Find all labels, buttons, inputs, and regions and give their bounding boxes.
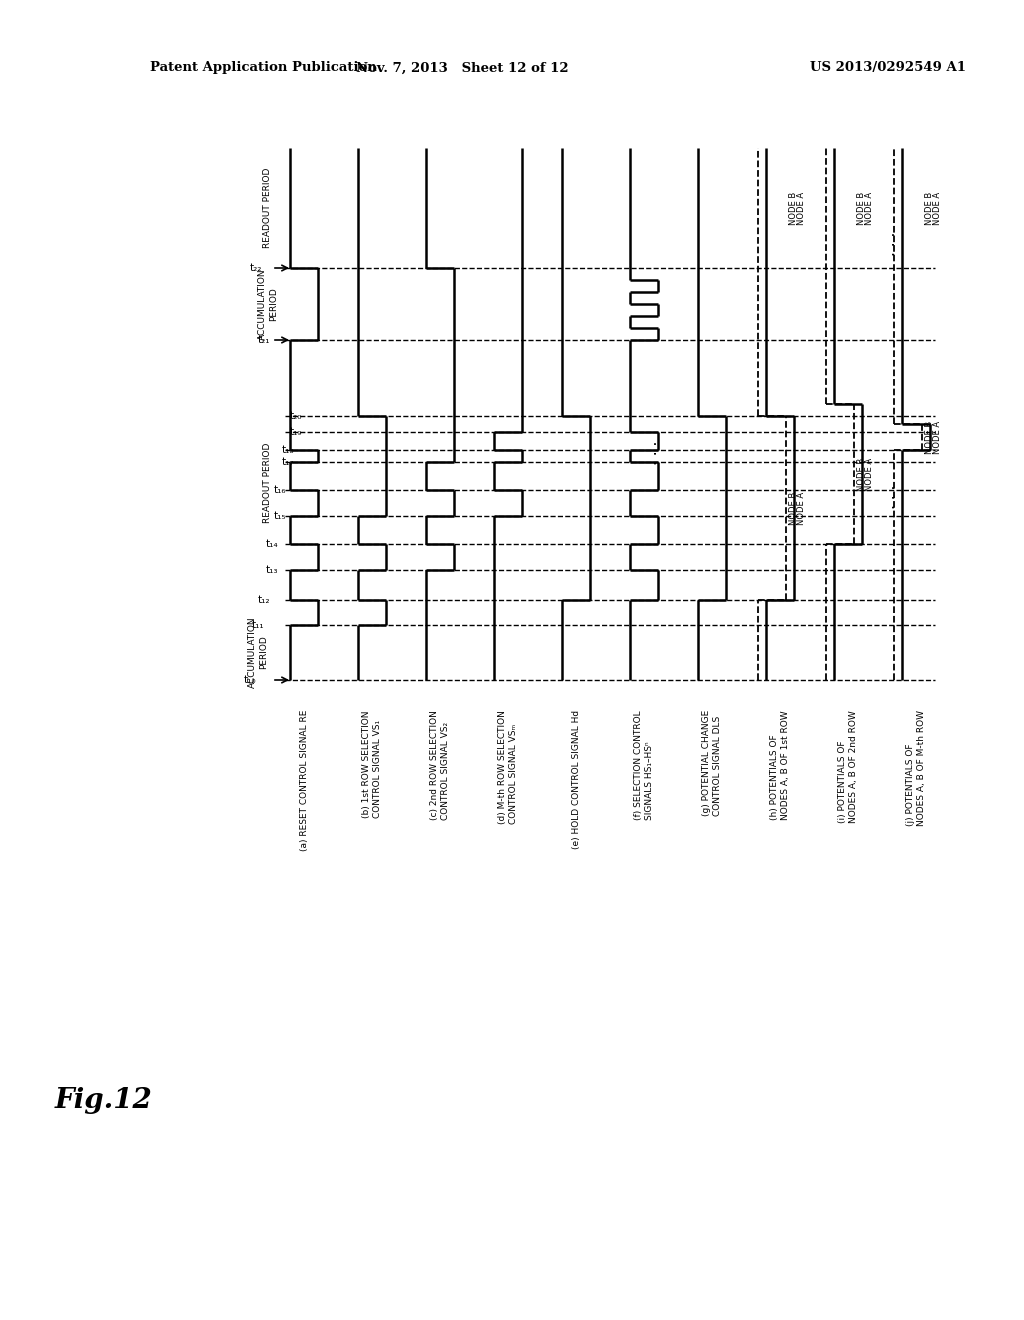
Text: t₁₂: t₁₂ bbox=[258, 595, 270, 605]
Text: t₁₁: t₁₁ bbox=[252, 620, 264, 630]
Text: (a) RESET CONTROL SIGNAL RE: (a) RESET CONTROL SIGNAL RE bbox=[299, 710, 308, 851]
Text: (e) HOLD CONTROL SIGNAL Hd: (e) HOLD CONTROL SIGNAL Hd bbox=[571, 710, 581, 849]
Text: t₁₆: t₁₆ bbox=[273, 484, 287, 495]
Text: (f) SELECTION CONTROL
SIGNALS HS₁–HSⁿ: (f) SELECTION CONTROL SIGNALS HS₁–HSⁿ bbox=[634, 710, 653, 820]
Text: NODE B: NODE B bbox=[857, 457, 866, 491]
Text: NODE B: NODE B bbox=[925, 420, 934, 454]
Text: t₁₀: t₁₀ bbox=[244, 675, 256, 685]
Text: NODE B: NODE B bbox=[790, 191, 798, 224]
Text: NODE A: NODE A bbox=[797, 191, 806, 224]
Text: t₂₀: t₂₀ bbox=[290, 411, 302, 421]
Text: ACCUMULATION
PERIOD: ACCUMULATION PERIOD bbox=[258, 268, 278, 339]
Text: NODE A: NODE A bbox=[933, 421, 942, 454]
Text: t₁₅: t₁₅ bbox=[273, 511, 287, 521]
Text: t₁₃: t₁₃ bbox=[266, 565, 279, 576]
Text: READOUT PERIOD: READOUT PERIOD bbox=[263, 442, 272, 523]
Text: · · ·: · · · bbox=[889, 484, 903, 510]
Text: ACCUMULATION
PERIOD: ACCUMULATION PERIOD bbox=[248, 616, 267, 688]
Text: (b) 1st ROW SELECTION
CONTROL SIGNAL VS₁: (b) 1st ROW SELECTION CONTROL SIGNAL VS₁ bbox=[362, 710, 382, 817]
Text: t₂₂: t₂₂ bbox=[250, 263, 262, 273]
Text: NODE B: NODE B bbox=[857, 191, 866, 224]
Text: t₁₈: t₁₈ bbox=[282, 445, 294, 455]
Text: US 2013/0292549 A1: US 2013/0292549 A1 bbox=[810, 62, 966, 74]
Text: · · ·: · · · bbox=[650, 441, 666, 465]
Text: NODE A: NODE A bbox=[865, 458, 874, 491]
Text: NODE A: NODE A bbox=[865, 191, 874, 224]
Text: NODE A: NODE A bbox=[933, 191, 942, 224]
Text: Fig.12: Fig.12 bbox=[55, 1086, 153, 1114]
Text: t₁₉: t₁₉ bbox=[290, 426, 302, 437]
Text: NODE B: NODE B bbox=[925, 191, 934, 224]
Text: Patent Application Publication: Patent Application Publication bbox=[150, 62, 377, 74]
Text: (j) POTENTIALS OF
NODES A, B OF M-th ROW: (j) POTENTIALS OF NODES A, B OF M-th ROW bbox=[906, 710, 926, 826]
Text: t₁₇: t₁₇ bbox=[282, 457, 294, 467]
Text: (g) POTENTIAL CHANGE
CONTROL SIGNAL DLS: (g) POTENTIAL CHANGE CONTROL SIGNAL DLS bbox=[702, 710, 722, 816]
Text: NODE B: NODE B bbox=[790, 491, 798, 524]
Text: t₂₁: t₂₁ bbox=[258, 335, 270, 345]
Text: NODE A: NODE A bbox=[797, 491, 806, 524]
Text: t₁₄: t₁₄ bbox=[265, 539, 279, 549]
Text: (h) POTENTIALS OF
NODES A, B OF 1st ROW: (h) POTENTIALS OF NODES A, B OF 1st ROW bbox=[770, 710, 790, 820]
Text: (c) 2nd ROW SELECTION
CONTROL SIGNAL VS₂: (c) 2nd ROW SELECTION CONTROL SIGNAL VS₂ bbox=[430, 710, 450, 820]
Text: (d) M-th ROW SELECTION
CONTROL SIGNAL VSₘ: (d) M-th ROW SELECTION CONTROL SIGNAL VS… bbox=[499, 710, 518, 824]
Text: Nov. 7, 2013   Sheet 12 of 12: Nov. 7, 2013 Sheet 12 of 12 bbox=[355, 62, 568, 74]
Text: READOUT PERIOD: READOUT PERIOD bbox=[263, 168, 272, 248]
Text: (i) POTENTIALS OF
NODES A, B OF 2nd ROW: (i) POTENTIALS OF NODES A, B OF 2nd ROW bbox=[839, 710, 858, 822]
Text: · · ·: · · · bbox=[889, 232, 903, 256]
